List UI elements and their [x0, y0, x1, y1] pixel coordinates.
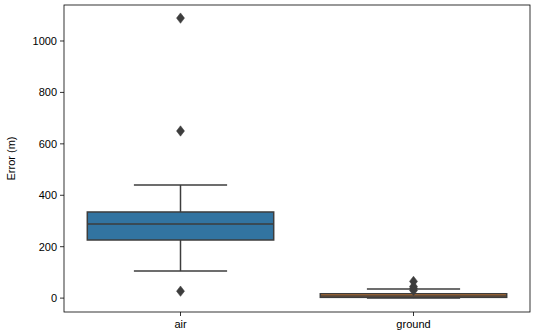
box — [87, 212, 273, 240]
y-tick-label: 600 — [39, 138, 57, 150]
outlier — [410, 285, 418, 295]
outlier — [177, 126, 185, 136]
median — [87, 223, 273, 225]
y-tick-label: 200 — [39, 241, 57, 253]
y-tick — [60, 40, 64, 41]
x-tick-label: air — [174, 318, 187, 330]
y-tick — [60, 143, 64, 144]
y-tick — [60, 298, 64, 299]
y-tick-label: 0 — [51, 292, 57, 304]
plot-frame — [64, 5, 530, 312]
plot-area — [87, 13, 506, 298]
x-tick — [413, 312, 414, 316]
outlier — [177, 286, 185, 296]
x-tick-label: ground — [396, 318, 430, 330]
y-tick-label: 400 — [39, 189, 57, 201]
x-tick — [180, 312, 181, 316]
cap-high — [134, 184, 227, 186]
y-axis-label: Error (m) — [5, 137, 17, 181]
y-tick-label: 800 — [39, 86, 57, 98]
y-tick-label: 1000 — [33, 35, 57, 47]
cap-low — [134, 270, 227, 272]
chart-container: 0 200 400 600 800 1000 Error (m) air ground — [0, 0, 536, 336]
y-tick — [60, 246, 64, 247]
y-tick — [60, 92, 64, 93]
whisker-low — [180, 240, 182, 271]
outlier — [177, 13, 185, 23]
whisker-high — [180, 185, 182, 212]
chart-svg: 0 200 400 600 800 1000 Error (m) air ground — [0, 0, 536, 336]
y-tick — [60, 195, 64, 196]
